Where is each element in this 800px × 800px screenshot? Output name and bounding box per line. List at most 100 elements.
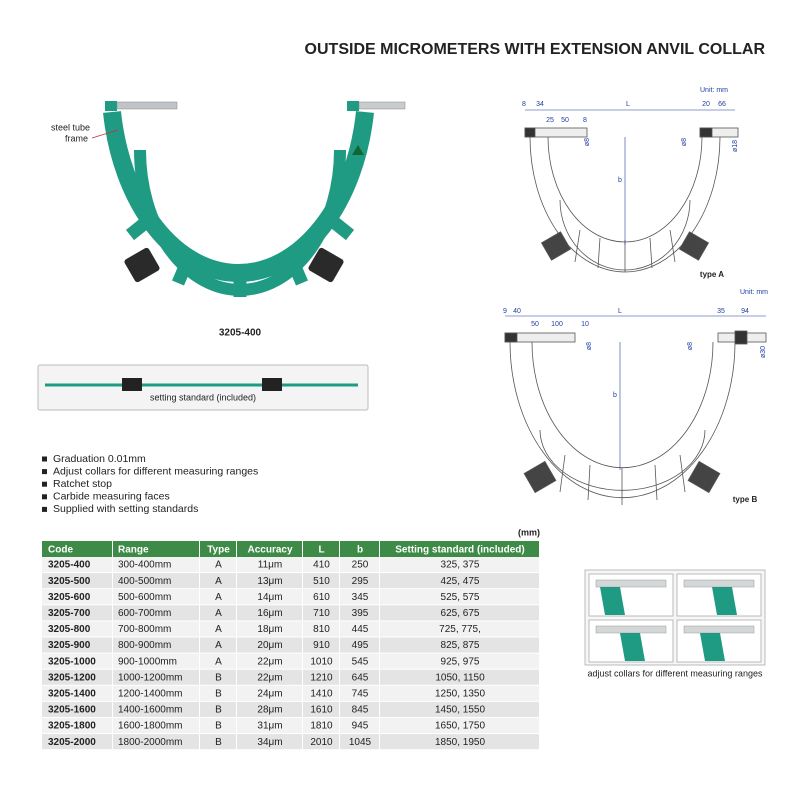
feature: Carbide measuring faces (53, 491, 170, 503)
callout: steel tube (51, 122, 90, 132)
cell (42, 637, 112, 653)
cell (303, 573, 339, 589)
cell (113, 637, 199, 653)
cell-text: 410 (313, 560, 330, 571)
cell-text: B (215, 705, 222, 716)
dimension-label: 34 (536, 101, 544, 108)
cell-text: 545 (352, 656, 369, 667)
cell-text: A (215, 608, 222, 619)
header-cell (42, 541, 112, 557)
cell-text: 1410 (310, 688, 333, 699)
feature: Ratchet stop (53, 478, 112, 490)
cell (340, 653, 379, 669)
cell-text: A (215, 560, 222, 571)
cell-text: 845 (352, 705, 369, 716)
dimension-label: 10 (581, 321, 589, 328)
cell-text: 3205-1000 (48, 656, 96, 667)
cell-text: 400-500mm (118, 576, 171, 587)
dimension-label: ø8 (584, 138, 591, 146)
cell (200, 653, 236, 669)
cell (237, 701, 302, 717)
cell (380, 589, 539, 605)
dimension-label: ø30 (760, 346, 767, 358)
cell-text: 925, 975 (441, 656, 480, 667)
cell (42, 701, 112, 717)
page-title: OUTSIDE MICROMETERS WITH EXTENSION ANVIL… (305, 41, 766, 58)
setting-standard-photo (37, 364, 369, 411)
callout: frame (65, 133, 88, 143)
cell (380, 573, 539, 589)
cell-text: 3205-1600 (48, 705, 96, 716)
cell-text: 3205-400 (48, 560, 91, 571)
cell-text: 625, 675 (441, 608, 480, 619)
feature: Supplied with setting standards (53, 503, 198, 515)
cell (42, 718, 112, 734)
header-text: Code (48, 545, 73, 556)
header-cell (340, 541, 379, 557)
cell (303, 637, 339, 653)
cell (42, 605, 112, 621)
cell-text: 1050, 1150 (435, 672, 485, 683)
cell-text: 900-1000mm (118, 656, 177, 667)
dimension-label: 9 (503, 308, 507, 315)
cell-text: 3205-600 (48, 592, 91, 603)
dimension-label: 25 (546, 117, 554, 124)
cell (340, 685, 379, 701)
type-label: type B (733, 495, 758, 504)
cell-text: 20μm (257, 640, 282, 651)
cell (380, 669, 539, 685)
cell (340, 621, 379, 637)
setting-standard-caption: setting standard (included) (150, 392, 256, 402)
cell (42, 734, 112, 750)
dimension-label: L (626, 101, 630, 108)
dimension-label: 40 (513, 308, 521, 315)
dimension-label: 50 (561, 117, 569, 124)
cell (113, 589, 199, 605)
cell-text: 1600-1800mm (118, 721, 182, 732)
cell (303, 621, 339, 637)
dimension-label: ø8 (687, 342, 694, 350)
cell-text: 800-900mm (118, 640, 171, 651)
cell (113, 685, 199, 701)
cell-text: 31μm (257, 721, 282, 732)
bullet (42, 494, 47, 500)
cell-text: 495 (352, 640, 369, 651)
cell-text: 1800-2000mm (118, 737, 182, 748)
cell (42, 621, 112, 637)
cell (113, 557, 199, 573)
cell (237, 557, 302, 573)
cell (380, 701, 539, 717)
dimension-label: b (613, 392, 617, 399)
cell-text: B (215, 672, 222, 683)
bullet (42, 506, 47, 512)
header-cell (380, 541, 539, 557)
cell (237, 637, 302, 653)
cell-text: A (215, 656, 222, 667)
cell-text: 510 (313, 576, 330, 587)
header-cell (237, 541, 302, 557)
cell (200, 669, 236, 685)
cell (380, 557, 539, 573)
header-text: Accuracy (247, 545, 292, 556)
cell-text: 645 (352, 672, 369, 683)
cell (380, 637, 539, 653)
cell-text: B (215, 688, 222, 699)
cell-text: 3205-500 (48, 576, 91, 587)
cell (380, 605, 539, 621)
cell (340, 589, 379, 605)
cell-text: 395 (352, 608, 369, 619)
cell (113, 718, 199, 734)
cell-text: 3205-1200 (48, 672, 96, 683)
cell (42, 589, 112, 605)
cell (303, 605, 339, 621)
cell-text: 14μm (257, 592, 282, 603)
header-text: L (318, 545, 324, 556)
cell (303, 734, 339, 750)
cell-text: 525, 575 (441, 592, 480, 603)
cell (200, 718, 236, 734)
bullet (42, 481, 47, 487)
cell-text: 1650, 1750 (435, 721, 485, 732)
header-cell (303, 541, 339, 557)
